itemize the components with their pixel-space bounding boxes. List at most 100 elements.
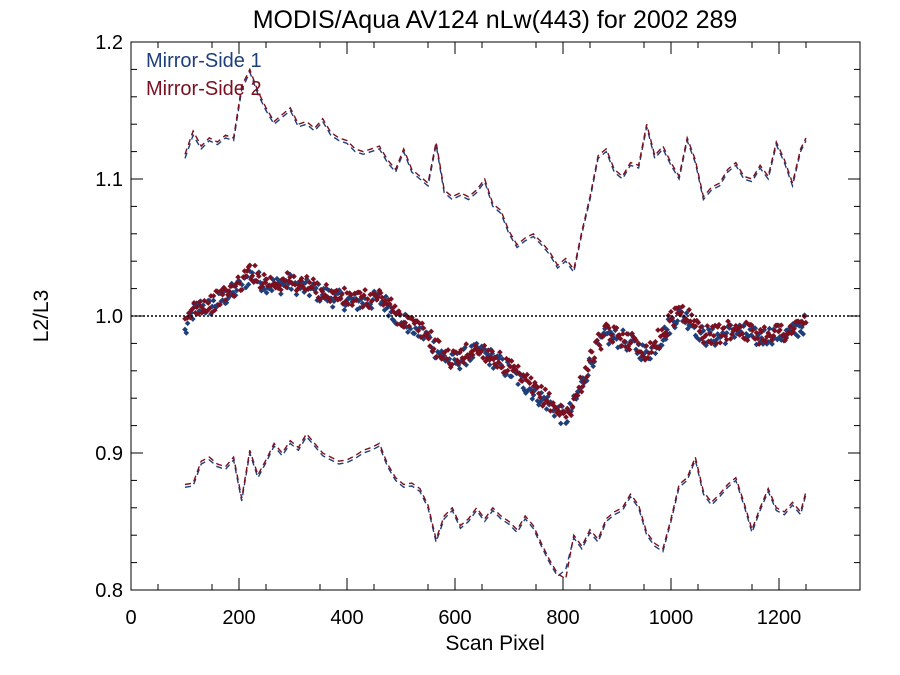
mirror-side-2-point	[756, 341, 762, 347]
mirror-side-2-point	[716, 321, 722, 328]
mirror-side-1-point	[313, 285, 319, 291]
x-tick-label: 200	[222, 607, 255, 629]
mirror-side-1-point	[700, 327, 707, 334]
mirror-side-2-point	[635, 340, 642, 347]
mirror-side-2-point	[679, 303, 686, 310]
mirror-side-2-point	[552, 404, 559, 411]
mirror-side-1-point	[515, 381, 521, 388]
mirror-side-2-point	[368, 298, 375, 305]
mirror-side-2-point	[542, 386, 549, 393]
mirror-side-2-upper-line	[184, 67, 807, 272]
mirror-side-2-point	[323, 281, 330, 288]
mirror-side-2-point	[360, 292, 367, 299]
mirror-side-1-point	[306, 292, 313, 299]
mirror-side-2-point	[504, 367, 511, 374]
mirror-side-2-point	[211, 307, 218, 314]
mirror-side-2-point	[363, 301, 370, 308]
mirror-side-2-point	[561, 409, 568, 415]
mirror-side-1-point	[249, 269, 256, 276]
mirror-side-2-point	[443, 355, 450, 362]
mirror-side-2-point	[744, 337, 751, 344]
mirror-side-1-point	[551, 413, 558, 419]
mirror-side-2-point	[493, 354, 499, 361]
mirror-side-2-point	[418, 334, 424, 341]
mirror-side-2-point	[771, 327, 778, 334]
mirror-side-2-point	[306, 279, 313, 286]
x-tick-label: 1000	[649, 607, 694, 629]
mirror-side-2-point	[226, 288, 232, 294]
mirror-side-2-point	[777, 327, 783, 333]
mirror-side-2-point	[576, 384, 582, 391]
mirror-side-2-point	[598, 346, 604, 352]
mirror-side-2-point	[478, 347, 485, 354]
mirror-side-2-point	[341, 285, 348, 292]
mirror-side-1-point	[411, 330, 418, 337]
mirror-side-1-point	[329, 304, 336, 310]
mirror-side-1-point	[567, 400, 573, 407]
mirror-side-2-point	[589, 349, 595, 355]
mirror-side-2-point	[507, 363, 514, 370]
mirror-side-2-point	[217, 301, 223, 308]
mirror-side-2-point	[214, 288, 221, 295]
legend: Mirror-Side 1 Mirror-Side 2	[146, 50, 262, 100]
mirror-side-2-point	[655, 327, 661, 333]
mirror-side-1-point	[590, 363, 597, 370]
mirror-side-2-point	[445, 347, 451, 353]
mirror-side-2-point	[695, 319, 702, 326]
mirror-side-2-point	[236, 280, 243, 286]
mirror-side-2-point	[298, 275, 305, 282]
mirror-side-2-point	[415, 327, 422, 334]
mirror-side-2-point	[770, 332, 777, 339]
mirror-side-2-point	[499, 364, 506, 370]
mirror-side-2-point	[568, 412, 575, 419]
mirror-side-1-point	[278, 291, 284, 297]
mirror-side-2-point	[557, 402, 564, 409]
y-tick-label: 0.9	[95, 443, 123, 465]
x-tick-label: 0	[125, 607, 136, 629]
chart-title: MODIS/Aqua AV124 nLw(443) for 2002 289	[253, 6, 738, 34]
mirror-side-2-point	[626, 346, 633, 353]
mirror-side-2-point	[463, 341, 470, 347]
mirror-side-2-point	[261, 271, 267, 278]
mirror-side-2-point	[627, 339, 634, 346]
mirror-side-2-point	[664, 332, 670, 339]
mirror-side-2-point	[319, 288, 326, 295]
mirror-side-2-point	[581, 378, 588, 385]
mirror-side-2-point	[283, 284, 289, 290]
y-axis-label: L2/L3	[30, 290, 53, 343]
mirror-side-2-point	[687, 318, 694, 325]
mirror-side-2-point	[296, 282, 302, 289]
mirror-side-2-point	[303, 273, 310, 280]
mirror-side-2-point	[700, 339, 707, 346]
mirror-side-2-point	[647, 339, 654, 346]
mirror-side-2-point	[774, 322, 781, 329]
mirror-side-2-point	[758, 329, 765, 335]
y-tick-label: 0.8	[95, 580, 123, 602]
mirror-side-2-lower-line	[184, 432, 807, 581]
mirror-side-2-point	[727, 336, 734, 342]
mirror-side-2-point	[425, 335, 432, 342]
mirror-side-1-point	[210, 297, 217, 304]
mirror-side-2-point	[586, 357, 593, 364]
mirror-side-1-point	[486, 361, 493, 368]
mirror-side-2-point	[316, 296, 323, 303]
mirror-side-2-point	[397, 311, 403, 317]
mirror-side-2-point	[529, 389, 536, 396]
mirror-side-1-point	[293, 291, 300, 298]
legend-entry-mirror-side-1: Mirror-Side 1	[146, 50, 262, 72]
mirror-side-2-point	[495, 359, 502, 366]
mirror-side-1-point	[456, 365, 463, 372]
mirror-side-1-point	[557, 420, 564, 427]
mirror-side-2-point	[778, 322, 785, 329]
mirror-side-2-point	[428, 328, 435, 335]
mirror-side-2-point	[440, 355, 446, 361]
mirror-side-2-point	[729, 331, 735, 338]
mirror-side-1-point	[795, 333, 801, 340]
y-tick-label: 1.2	[95, 32, 123, 54]
mirror-side-2-point	[713, 340, 720, 347]
mirror-side-1-point	[405, 329, 411, 335]
mirror-side-2-point	[739, 330, 746, 337]
mirror-side-2-point	[748, 322, 755, 328]
mirror-side-2-point	[708, 340, 715, 347]
